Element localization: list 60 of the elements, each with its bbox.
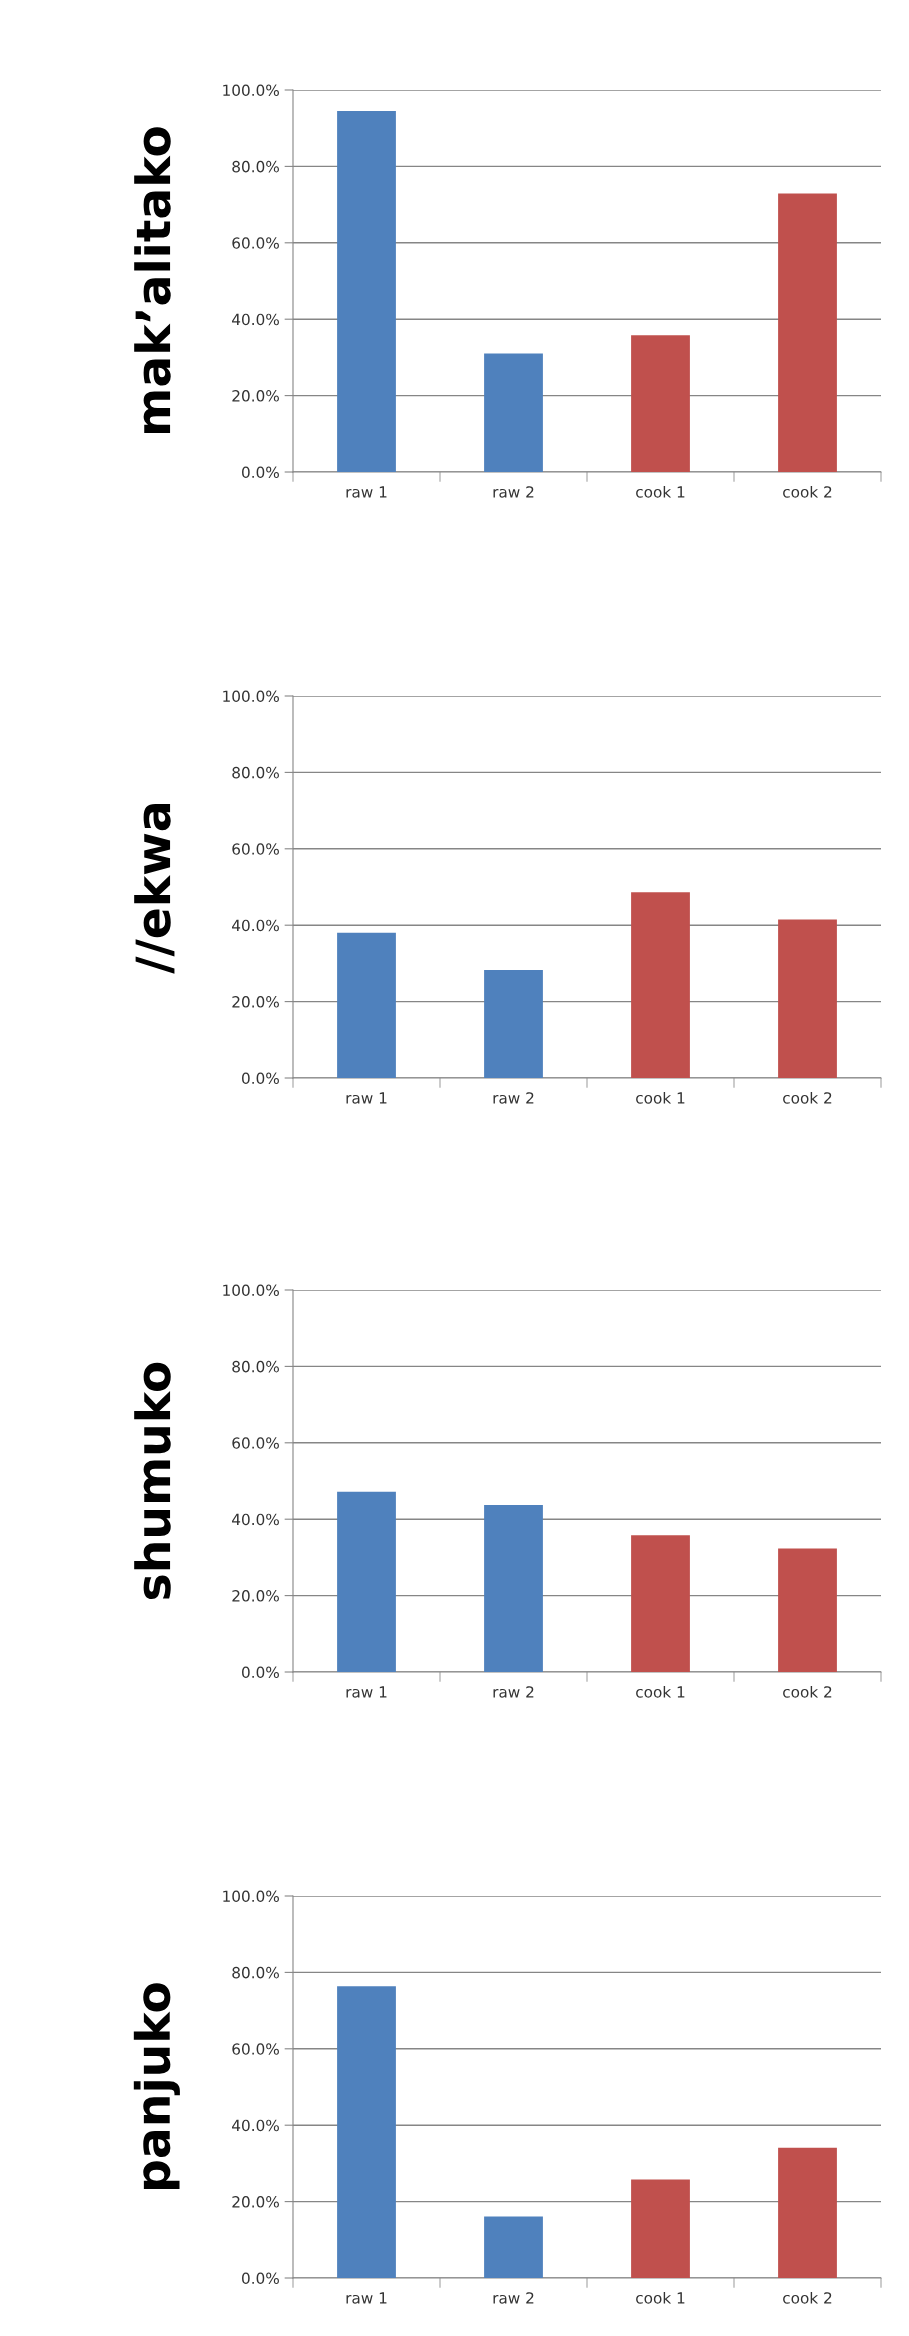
y-axis-title: mak’alitako bbox=[134, 127, 171, 433]
bar bbox=[337, 1986, 396, 2278]
x-tick-label: cook 1 bbox=[636, 485, 685, 498]
bar bbox=[631, 892, 690, 1078]
y-tick-label: 0.0% bbox=[242, 1072, 279, 1085]
y-axis-title: //ekwa bbox=[134, 804, 175, 974]
bar bbox=[484, 969, 543, 1078]
y-tick-label: 20.0% bbox=[232, 996, 279, 1008]
y-tick-label: 0.0% bbox=[242, 2272, 279, 2285]
y-tick-label: 80.0% bbox=[232, 766, 279, 779]
x-tick-label: cook 1 bbox=[636, 1091, 685, 1104]
y-tick-label: 40.0% bbox=[232, 919, 279, 932]
bar bbox=[484, 1505, 543, 1672]
y-tick-label: 40.0% bbox=[232, 1513, 279, 1526]
y-tick-label: 20.0% bbox=[232, 390, 279, 402]
bar bbox=[778, 2147, 837, 2278]
bar bbox=[778, 1548, 837, 1672]
bar bbox=[337, 111, 396, 472]
x-tick-label: cook 1 bbox=[636, 2291, 685, 2304]
y-tick-label: 60.0% bbox=[232, 843, 279, 855]
bar bbox=[631, 2179, 690, 2278]
x-tick-label: raw 1 bbox=[346, 1686, 387, 1698]
y-tick-label: 40.0% bbox=[232, 2119, 279, 2132]
y-tick-label: 80.0% bbox=[232, 1360, 279, 1373]
y-tick-label: 100.0% bbox=[223, 1284, 279, 1297]
y-tick-label: 80.0% bbox=[232, 1966, 279, 1979]
bar bbox=[484, 2216, 543, 2278]
y-tick-label: 100.0% bbox=[223, 84, 279, 97]
y-tick-label: 0.0% bbox=[242, 1666, 279, 1679]
x-tick-label: cook 2 bbox=[783, 1091, 832, 1104]
x-tick-label: cook 2 bbox=[783, 485, 832, 498]
y-tick-label: 60.0% bbox=[232, 1437, 279, 1449]
x-tick-label: raw 1 bbox=[346, 1092, 387, 1104]
bar bbox=[337, 932, 396, 1078]
y-tick-label: 20.0% bbox=[232, 1590, 279, 1602]
bar bbox=[778, 919, 837, 1078]
y-tick-label: 60.0% bbox=[232, 2043, 279, 2055]
y-tick-label: 80.0% bbox=[232, 160, 279, 173]
x-tick-label: raw 2 bbox=[493, 1686, 534, 1698]
x-tick-label: raw 2 bbox=[493, 1092, 534, 1104]
bar bbox=[484, 353, 543, 472]
y-axis-title: shumuko bbox=[134, 1362, 171, 1599]
y-axis-title: panjuko bbox=[133, 1983, 180, 2189]
x-tick-label: raw 2 bbox=[493, 486, 534, 498]
bar bbox=[337, 1491, 396, 1672]
y-tick-label: 20.0% bbox=[232, 2196, 279, 2208]
y-tick-label: 100.0% bbox=[223, 690, 279, 703]
y-tick-label: 40.0% bbox=[232, 313, 279, 326]
bar bbox=[778, 193, 837, 472]
x-tick-label: cook 2 bbox=[783, 2291, 832, 2304]
x-tick-label: raw 2 bbox=[493, 2292, 534, 2304]
x-tick-label: cook 2 bbox=[783, 1685, 832, 1698]
x-tick-label: cook 1 bbox=[636, 1685, 685, 1698]
x-tick-label: raw 1 bbox=[346, 2292, 387, 2304]
y-tick-label: 100.0% bbox=[223, 1890, 279, 1903]
y-tick-label: 0.0% bbox=[242, 466, 279, 479]
bar bbox=[631, 1535, 690, 1672]
y-tick-label: 60.0% bbox=[232, 237, 279, 249]
x-tick-label: raw 1 bbox=[346, 486, 387, 498]
bar bbox=[631, 335, 690, 472]
